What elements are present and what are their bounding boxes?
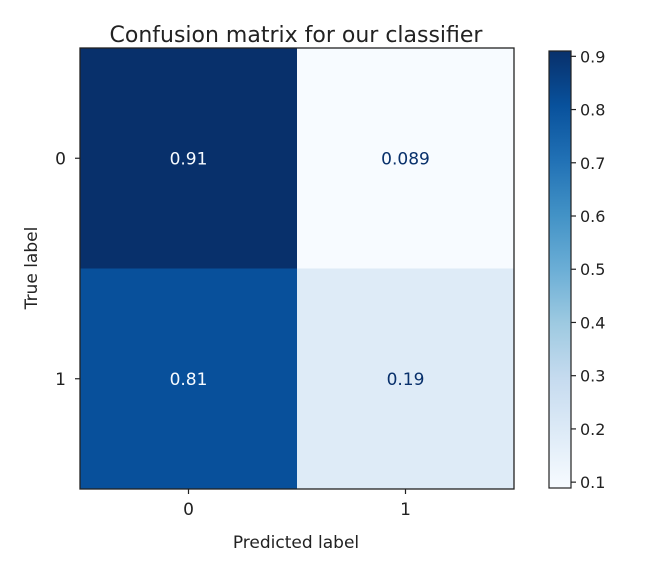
cell-value-label: 0.81 bbox=[170, 370, 208, 390]
x-tick-label: 1 bbox=[400, 500, 411, 520]
cell-value-label: 0.19 bbox=[387, 370, 425, 390]
colorbar-tick-label: 0.1 bbox=[580, 473, 605, 492]
cell-value-label: 0.91 bbox=[170, 149, 208, 169]
y-tick-label: 1 bbox=[55, 370, 66, 390]
chart-title: Confusion matrix for our classifier bbox=[110, 23, 484, 48]
colorbar-tick-label: 0.9 bbox=[580, 47, 605, 66]
cell-1-1 bbox=[297, 268, 514, 489]
cell-0-0 bbox=[80, 48, 297, 269]
matrix-cells: 0.91 0.089 0.81 0.19 bbox=[80, 48, 514, 489]
cell-0-1 bbox=[297, 48, 514, 269]
cell-1-0 bbox=[80, 268, 297, 489]
x-tick-label: 0 bbox=[183, 500, 194, 520]
colorbar-gradient bbox=[549, 51, 571, 488]
colorbar-tick-label: 0.6 bbox=[580, 207, 605, 226]
y-axis-label: True label bbox=[22, 227, 42, 311]
cell-value-label: 0.089 bbox=[381, 149, 430, 169]
colorbar-tick-label: 0.4 bbox=[580, 313, 605, 332]
colorbar-tick-label: 0.3 bbox=[580, 367, 605, 386]
plot-frame bbox=[79, 47, 515, 490]
colorbar-tick-label: 0.5 bbox=[580, 260, 605, 279]
x-axis-label: Predicted label bbox=[233, 533, 359, 553]
y-axis-ticks: 01 bbox=[55, 149, 80, 390]
colorbar-ticks: 0.1 0.2 0.3 0.4 0.5 0.6 0.7 0.8 0.9 bbox=[571, 47, 605, 492]
colorbar-tick-label: 0.8 bbox=[580, 101, 605, 120]
colorbar-tick-label: 0.7 bbox=[580, 154, 605, 173]
y-tick-label: 0 bbox=[55, 149, 66, 169]
colorbar-tick-label: 0.2 bbox=[580, 420, 605, 439]
colorbar: 0.1 0.2 0.3 0.4 0.5 0.6 0.7 0.8 0.9 bbox=[548, 47, 605, 492]
